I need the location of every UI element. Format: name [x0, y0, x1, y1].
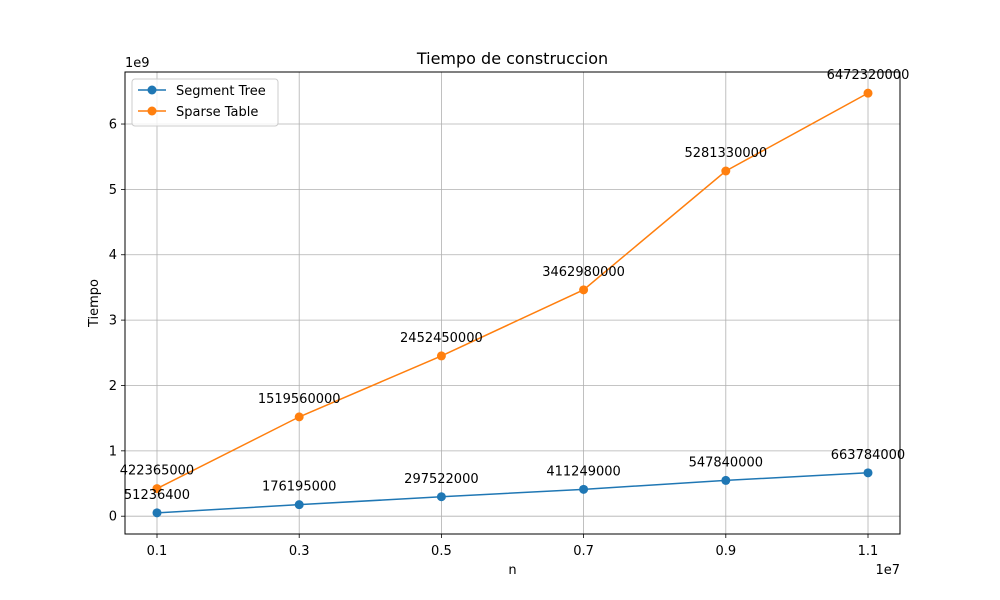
y-axis-offset-text: 1e9 [125, 56, 150, 71]
y-tick-label: 1 [109, 444, 117, 459]
axis-ticks: 0.1 0.3 0.5 0.7 0.9 1.1 0 1 2 3 4 5 6 [109, 118, 879, 559]
data-point-segment-tree [294, 500, 304, 510]
data-point-sparse-table [294, 412, 304, 422]
x-axis-title: n [508, 563, 516, 578]
data-label-sparse-table: 1519560000 [258, 392, 341, 407]
data-label-segment-tree: 51236400 [124, 488, 190, 503]
legend-marker-segment-tree [147, 85, 157, 95]
y-tick-label: 3 [109, 314, 117, 329]
data-point-sparse-table [436, 351, 446, 361]
data-label-sparse-table: 5281330000 [684, 146, 767, 161]
x-tick-label: 1.1 [858, 544, 879, 559]
data-label-segment-tree: 663784000 [831, 448, 905, 463]
data-label-sparse-table: 6472320000 [827, 68, 910, 83]
x-tick-label: 0.5 [431, 544, 452, 559]
data-point-sparse-table [721, 166, 731, 176]
data-label-segment-tree: 547840000 [689, 455, 763, 470]
data-label-segment-tree: 411249000 [546, 464, 620, 479]
y-tick-label: 5 [109, 183, 117, 198]
legend-label-sparse-table: Sparse Table [176, 105, 258, 120]
x-tick-label: 0.3 [289, 544, 310, 559]
x-tick-label: 0.1 [147, 544, 168, 559]
chart-title: Tiempo de construccion [416, 49, 608, 68]
data-label-segment-tree: 297522000 [404, 472, 478, 487]
x-axis-offset-text: 1e7 [875, 563, 900, 578]
data-point-segment-tree [721, 475, 731, 485]
plot-frame [124, 71, 901, 535]
x-tick-label: 0.7 [573, 544, 594, 559]
y-tick-label: 4 [109, 248, 117, 263]
x-tick-label: 0.9 [715, 544, 736, 559]
data-point-segment-tree [863, 468, 873, 478]
y-axis-title: Tiempo [87, 279, 102, 328]
data-point-sparse-table [579, 285, 589, 295]
data-point-segment-tree [152, 508, 162, 518]
y-tick-label: 6 [109, 118, 117, 133]
grid [125, 72, 900, 534]
legend-box [131, 78, 279, 127]
legend-marker-sparse-table [147, 106, 157, 116]
data-labels: 51236400 176195000 297522000 411249000 54784… [120, 68, 910, 503]
series-line-sparse-table [156, 92, 869, 490]
data-label-sparse-table: 422365000 [120, 464, 194, 479]
legend: Segment Tree Sparse Table [131, 78, 279, 127]
data-point-sparse-table [863, 88, 873, 98]
data-label-segment-tree: 176195000 [262, 480, 336, 495]
series-layer [152, 88, 873, 518]
data-label-sparse-table: 3462980000 [542, 265, 625, 280]
data-label-sparse-table: 2452450000 [400, 331, 483, 346]
data-point-segment-tree [579, 484, 589, 494]
data-point-sparse-table [152, 484, 162, 494]
series-line-segment-tree [156, 472, 869, 514]
y-tick-label: 2 [109, 379, 117, 394]
y-tick-label: 0 [109, 510, 117, 525]
legend-label-segment-tree: Segment Tree [176, 84, 266, 99]
data-point-segment-tree [436, 492, 446, 502]
